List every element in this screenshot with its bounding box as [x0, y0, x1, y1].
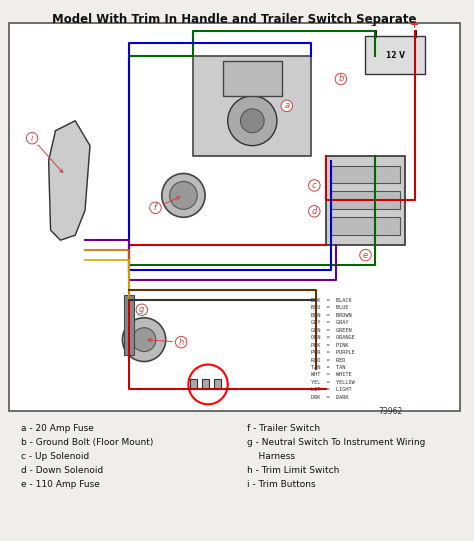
Bar [331, 217, 400, 235]
Text: BLK  =  BLACK: BLK = BLACK [311, 298, 352, 303]
Bar [191, 379, 197, 390]
Circle shape [228, 96, 277, 146]
Text: PUR  =  PURPLE: PUR = PURPLE [311, 350, 355, 355]
Text: a: a [284, 101, 289, 110]
Text: TAN  =  TAN: TAN = TAN [311, 365, 346, 370]
Text: g: g [139, 305, 145, 314]
Bar [9, 23, 460, 411]
Text: c: c [312, 181, 317, 190]
Circle shape [162, 174, 205, 217]
Text: BLU  =  BLUE: BLU = BLUE [311, 305, 349, 311]
Circle shape [240, 109, 264, 133]
Bar [365, 36, 425, 74]
Text: i: i [31, 134, 63, 173]
Text: f - Trailer Switch: f - Trailer Switch [247, 424, 320, 433]
Text: +: + [410, 20, 419, 30]
Bar [223, 61, 282, 96]
Text: b: b [338, 75, 344, 83]
Text: LIT  =  LIGHT: LIT = LIGHT [311, 387, 352, 392]
Polygon shape [49, 121, 90, 240]
Bar [214, 379, 221, 390]
Text: d - Down Solenoid: d - Down Solenoid [21, 466, 103, 475]
Bar [124, 295, 134, 354]
Text: c - Up Solenoid: c - Up Solenoid [21, 452, 89, 461]
Text: YEL  =  YELLOW: YEL = YELLOW [311, 380, 355, 385]
Text: e: e [363, 250, 368, 260]
Circle shape [122, 318, 166, 361]
Circle shape [132, 328, 156, 352]
Text: b - Ground Bolt (Floor Mount): b - Ground Bolt (Floor Mount) [21, 438, 154, 447]
Text: h: h [148, 338, 184, 347]
Text: RED  =  RED: RED = RED [311, 358, 346, 362]
Text: ORN  =  ORANGE: ORN = ORANGE [311, 335, 355, 340]
Text: PNK  =  PINK: PNK = PINK [311, 342, 349, 348]
Bar [202, 379, 209, 390]
Text: d: d [311, 207, 317, 216]
Text: GRY  =  GRAY: GRY = GRAY [311, 320, 349, 325]
Text: DRK  =  DARK: DRK = DARK [311, 395, 349, 400]
Bar [193, 56, 311, 156]
Text: a - 20 Amp Fuse: a - 20 Amp Fuse [21, 424, 94, 433]
Text: h - Trim Limit Switch: h - Trim Limit Switch [247, 466, 340, 475]
Text: -: - [370, 20, 374, 30]
Text: i - Trim Buttons: i - Trim Buttons [247, 480, 316, 489]
Text: Harness: Harness [247, 452, 295, 461]
Bar [331, 192, 400, 209]
Text: Model With Trim In Handle and Trailer Switch Separate: Model With Trim In Handle and Trailer Sw… [52, 14, 417, 27]
Bar [326, 156, 405, 245]
Text: g - Neutral Switch To Instrument Wiring: g - Neutral Switch To Instrument Wiring [247, 438, 426, 447]
Text: e - 110 Amp Fuse: e - 110 Amp Fuse [21, 480, 100, 489]
Text: 73962: 73962 [379, 407, 403, 416]
Text: f: f [154, 197, 180, 212]
Text: 12 V: 12 V [385, 51, 404, 60]
Text: BRN  =  BROWN: BRN = BROWN [311, 313, 352, 318]
Text: GRN  =  GREEN: GRN = GREEN [311, 328, 352, 333]
Circle shape [170, 181, 197, 209]
Bar [331, 166, 400, 183]
Text: WHT  =  WHITE: WHT = WHITE [311, 372, 352, 378]
